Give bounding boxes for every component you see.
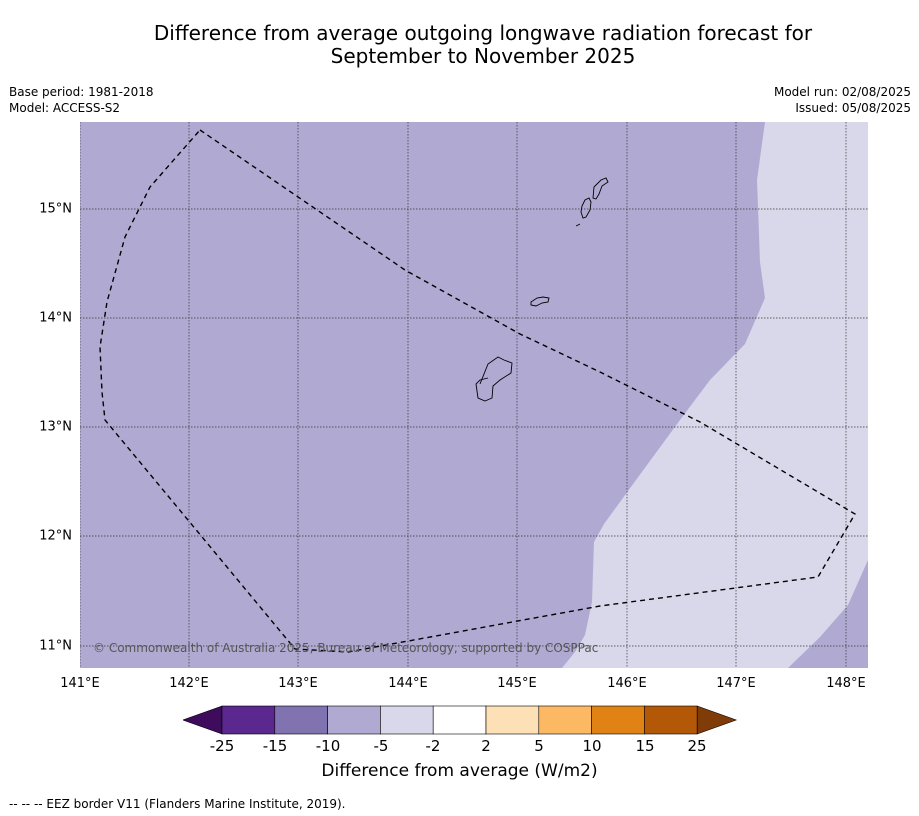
colorbar-segment-7 [538,705,592,735]
island-saipan [592,177,609,200]
colorbar-label: Difference from average (W/m2) [321,761,598,781]
colorbar-tick-5: 2 [481,737,491,755]
colorbar-tick-0: -25 [209,737,235,755]
colorbar-segment-6 [485,705,540,735]
footer-eez-note: -- -- -- EEZ border V11 (Flanders Marine… [9,797,346,811]
island-aguijan [575,223,581,227]
lon-label-145e: 145°E [497,676,537,691]
lat-label-13n: 13°N [39,419,72,435]
colorbar-tick-2: -10 [315,737,341,755]
islands [475,177,609,402]
colorbar-extend-low [183,705,223,735]
meta-left: Base period: 1981-2018 Model: ACCESS-S2 [9,84,154,116]
map-panel [80,122,868,668]
copyright-text: © Commonwealth of Australia 2025, Bureau… [93,641,599,655]
lat-label-14n: 14°N [39,310,72,326]
model-run: Model run: 02/08/2025 [773,85,911,99]
issued-date: Issued: 05/08/2025 [795,101,911,115]
colorbar [183,705,738,735]
eez-border-line [99,129,856,653]
colorbar-tick-6: 5 [534,737,544,755]
lon-label-146e: 146°E [607,676,647,691]
colorbar-tick-8: 15 [635,737,655,755]
island-rota [530,296,550,307]
colorbar-segment-9 [644,705,698,735]
lat-label-15n: 15°N [39,201,72,217]
model-name: Model: ACCESS-S2 [9,101,121,115]
base-period: Base period: 1981-2018 [9,85,154,99]
lon-label-143e: 143°E [278,676,318,691]
map-title: Difference from average outgoing longwav… [0,22,919,68]
colorbar-segment-8 [591,705,645,735]
meta-right: Model run: 02/08/2025 Issued: 05/08/2025 [774,84,911,116]
island-guam [475,356,513,402]
map-svg [80,122,868,668]
lat-label-11n: 11°N [39,638,72,654]
lon-label-147e: 147°E [716,676,756,691]
lon-label-148e: 148°E [826,676,866,691]
colorbar-extend-high [696,705,738,735]
colorbar-tick-4: -2 [425,737,441,755]
colorbar-tick-3: -5 [373,737,389,755]
lon-label-141e: 141°E [60,676,100,691]
lon-label-144e: 144°E [388,676,428,691]
graticule [80,122,868,668]
title-line-1: Difference from average outgoing longwav… [153,21,813,45]
colorbar-tick-9: 25 [687,737,707,755]
title-line-2: September to November 2025 [330,44,636,68]
colorbar-segment-2 [274,705,328,735]
colorbar-segment-3 [327,705,381,735]
colorbar-segment-1 [221,705,276,735]
lon-label-142e: 142°E [169,676,209,691]
colorbar-tick-1: -15 [262,737,288,755]
colorbar-segment-4 [380,705,434,735]
island-tinian [580,197,592,219]
lat-label-12n: 12°N [39,528,72,544]
anomaly-region-minus5-minus2 [562,122,868,668]
colorbar-tick-7: 10 [582,737,602,755]
colorbar-segment-5 [432,705,487,735]
